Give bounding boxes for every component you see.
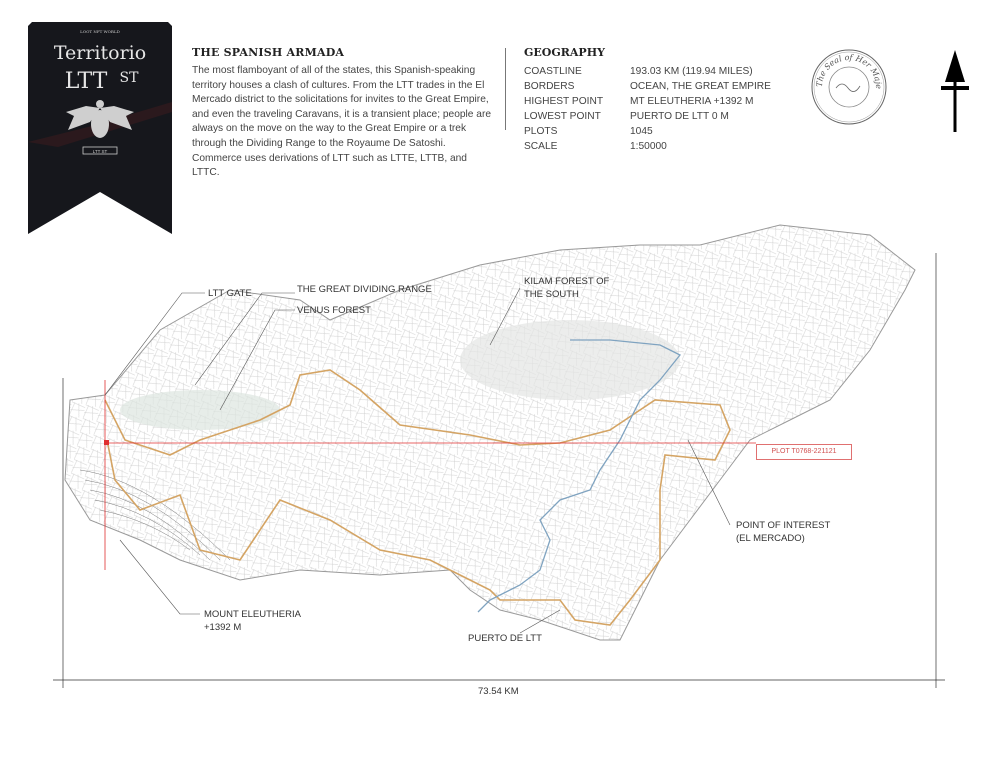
geography-value: MT ELEUTHERIA +1392 M (630, 96, 754, 107)
label-venus-forest: VENUS FOREST (297, 305, 371, 316)
geography-value: PUERTO DE LTT 0 M (630, 111, 729, 122)
section-divider (505, 48, 506, 130)
poi-line2: (EL MERCADO) (736, 533, 805, 544)
river (477, 339, 682, 613)
venus-forest-area (120, 390, 280, 430)
geography-row: PLOTS 1045 (524, 124, 771, 139)
kilam-line2: THE SOUTH (524, 289, 579, 300)
geography-value: OCEAN, THE GREAT EMPIRE (630, 81, 771, 92)
label-dividing-range: THE GREAT DIVIDING RANGE (297, 284, 432, 295)
banner-brand: LOOT NFT WORLD (80, 29, 120, 34)
territory-banner: LOOT NFT WORLD Territorio LTT ST LTT ST (28, 22, 172, 234)
mount-line1: MOUNT ELEUTHERIA (204, 609, 301, 620)
poi-line1: POINT OF INTEREST (736, 520, 831, 531)
geography-key: HIGHEST POINT (524, 96, 604, 107)
label-point-of-interest: POINT OF INTEREST (EL MERCADO) (736, 519, 830, 545)
seal-icon: The Seal of Her Majesty (810, 48, 887, 125)
island-outline (64, 224, 916, 641)
mount-line2: +1392 M (204, 622, 242, 633)
geography-row: LOWEST POINT PUERTO DE LTT 0 M (524, 109, 771, 124)
scale-dimension-lines (53, 253, 945, 688)
geography-row: SCALE 1:50000 (524, 139, 771, 154)
geography-table: COASTLINE 193.03 KM (119.94 MILES) BORDERS… (524, 64, 771, 154)
geography-row: BORDERS OCEAN, THE GREAT EMPIRE (524, 79, 771, 94)
leader-lines (104, 287, 731, 634)
geography-key: BORDERS (524, 81, 575, 92)
banner-title: Territorio (54, 42, 146, 64)
label-mount-eleutheria: MOUNT ELEUTHERIA +1392 M (204, 608, 301, 634)
banner-subtitle: LTT (65, 69, 108, 94)
scale-width-label: 73.54 KM (478, 686, 519, 697)
label-kilam-forest: KILAM FOREST OF THE SOUTH (524, 275, 609, 301)
geography-value: 1:50000 (630, 141, 667, 152)
kilam-forest-area (460, 320, 680, 400)
border-route (104, 369, 731, 626)
about-title: THE SPANISH ARMADA (192, 46, 345, 59)
label-puerto: PUERTO DE LTT (468, 633, 542, 644)
geography-title: GEOGRAPHY (524, 46, 605, 59)
geography-key: LOWEST POINT (524, 111, 601, 122)
geography-key: PLOTS (524, 126, 558, 137)
plot-id-label[interactable]: PLOT T0768-221121 (756, 444, 852, 460)
geography-value: 1045 (630, 126, 653, 137)
label-ltt-gate: LTT GATE (208, 288, 252, 299)
kilam-line1: KILAM FOREST OF (524, 276, 610, 287)
north-arrow-icon (941, 50, 969, 132)
emblem-text: LTT ST (93, 149, 108, 154)
plot-marker[interactable] (104, 440, 109, 445)
geography-row: COASTLINE 193.03 KM (119.94 MILES) (524, 64, 771, 79)
eagle-emblem-icon: LTT ST (66, 100, 134, 155)
banner-suffix: ST (120, 70, 140, 86)
geography-row: HIGHEST POINT MT ELEUTHERIA +1392 M (524, 94, 771, 109)
geography-key: SCALE (524, 141, 558, 152)
about-body: The most flamboyant of all of the states… (192, 65, 492, 179)
geography-key: COASTLINE (524, 66, 582, 77)
geography-value: 193.03 KM (119.94 MILES) (630, 66, 753, 77)
